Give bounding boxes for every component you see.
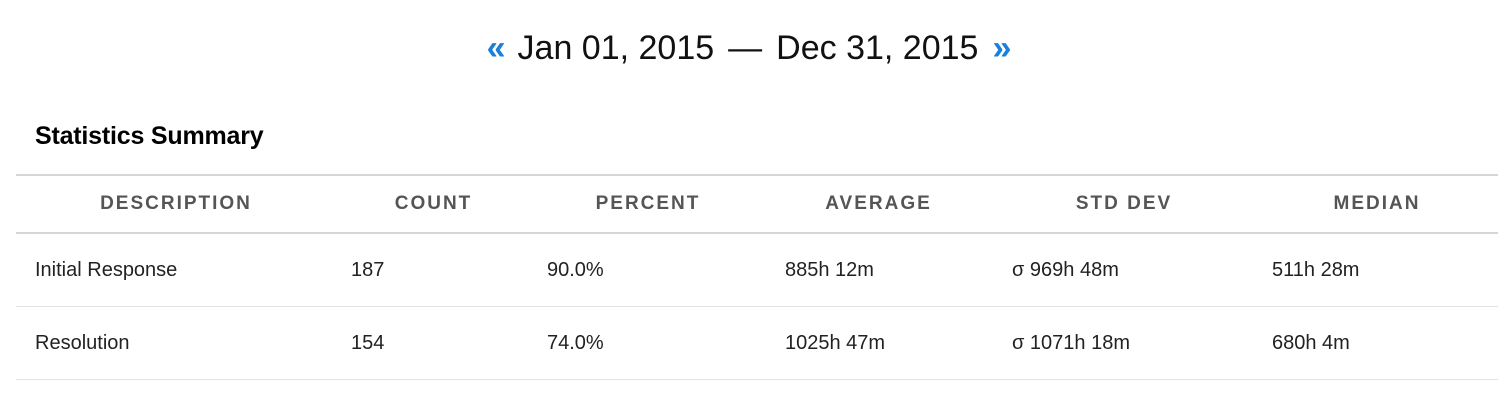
date-range-separator: — [728,29,763,67]
previous-period-button[interactable]: « [486,29,506,67]
cell-median: 511h 28m [1256,233,1498,307]
cell-median: 680h 4m [1256,306,1498,380]
table-row: Resolution 154 74.0% 1025h 47m σ 1071h 1… [16,306,1498,380]
statistics-summary-table: DESCRIPTION COUNT PERCENT AVERAGE STD DE… [16,174,1498,380]
date-range-start: Jan 01, 2015 [517,29,715,67]
section-title: Statistics Summary [35,122,264,150]
cell-count: 187 [336,233,531,307]
column-header-average: AVERAGE [765,174,992,234]
date-range-end: Dec 31, 2015 [776,29,979,67]
cell-description: Resolution [16,306,336,380]
column-header-median: MEDIAN [1256,174,1498,234]
column-header-percent: PERCENT [531,174,765,234]
header-row: DESCRIPTION COUNT PERCENT AVERAGE STD DE… [16,174,1498,234]
table-body: Initial Response 187 90.0% 885h 12m σ 96… [16,233,1498,380]
next-period-button[interactable]: » [992,29,1012,67]
cell-percent: 90.0% [531,233,765,307]
table-row: Initial Response 187 90.0% 885h 12m σ 96… [16,233,1498,307]
cell-std-dev: σ 969h 48m [992,233,1256,307]
cell-average: 885h 12m [765,233,992,307]
column-header-std-dev: STD DEV [992,174,1256,234]
cell-description: Initial Response [16,233,336,307]
cell-std-dev: σ 1071h 18m [992,306,1256,380]
column-header-description: DESCRIPTION [16,174,336,234]
cell-count: 154 [336,306,531,380]
date-range-nav: « Jan 01, 2015 — Dec 31, 2015 » [0,26,1498,70]
cell-percent: 74.0% [531,306,765,380]
column-header-count: COUNT [336,174,531,234]
cell-average: 1025h 47m [765,306,992,380]
table-header: DESCRIPTION COUNT PERCENT AVERAGE STD DE… [16,174,1498,234]
